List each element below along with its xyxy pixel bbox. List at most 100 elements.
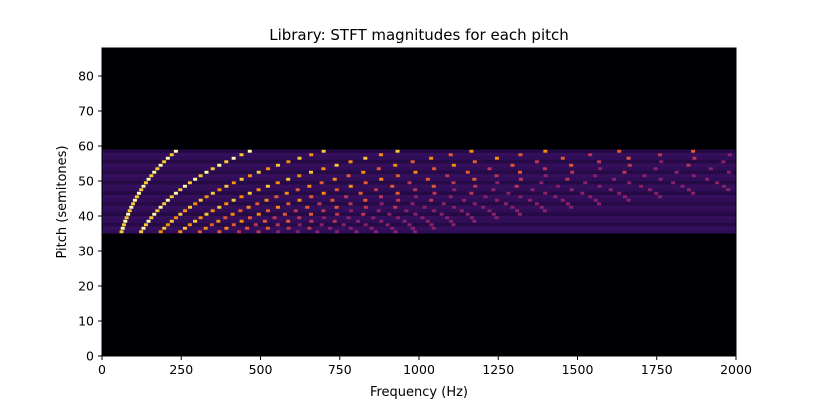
pitch-row: [102, 205, 736, 209]
harmonic-peak: [483, 195, 488, 199]
harmonic-peak: [356, 219, 361, 223]
harmonic-peak: [120, 226, 125, 230]
pitch-row: [102, 153, 736, 157]
harmonic-peak: [193, 177, 198, 181]
harmonic-peak: [518, 177, 523, 181]
harmonic-peak: [358, 191, 363, 195]
harmonic-peak: [451, 223, 456, 227]
harmonic-peak: [143, 181, 148, 185]
pitch-row: [102, 209, 736, 213]
x-tick-label: 1500: [562, 362, 594, 377]
harmonic-peak: [169, 219, 174, 223]
harmonic-peak: [369, 226, 374, 230]
harmonic-peak: [726, 170, 731, 174]
plot-area: [101, 47, 737, 357]
harmonic-peak: [173, 191, 178, 195]
harmonic-peak: [255, 202, 260, 206]
harmonic-peak: [169, 153, 174, 157]
harmonic-peak: [321, 167, 326, 171]
harmonic-peak: [441, 202, 446, 206]
harmonic-peak: [341, 223, 346, 227]
harmonic-peak: [449, 219, 454, 223]
harmonic-peak: [335, 212, 340, 216]
harmonic-peak: [560, 156, 565, 160]
harmonic-peak: [198, 174, 203, 178]
harmonic-peak: [431, 226, 436, 230]
harmonic-peak: [321, 209, 326, 213]
harmonic-peak: [309, 153, 314, 157]
harmonic-peak: [297, 174, 302, 178]
harmonic-peak: [178, 230, 183, 234]
harmonic-peak: [363, 198, 368, 202]
harmonic-peak: [583, 181, 588, 185]
harmonic-peak: [146, 177, 151, 181]
harmonic-peak: [692, 156, 697, 160]
harmonic-peak: [439, 212, 444, 216]
harmonic-peak: [346, 216, 351, 220]
pitch-row: [102, 195, 736, 199]
harmonic-peak: [256, 212, 261, 216]
harmonic-peak: [123, 219, 128, 223]
harmonic-peak: [390, 184, 395, 188]
harmonic-peak: [553, 195, 558, 199]
harmonic-peak: [210, 167, 215, 171]
harmonic-peak: [332, 177, 337, 181]
harmonic-peak: [126, 212, 131, 216]
harmonic-peak: [543, 174, 548, 178]
harmonic-peak: [487, 167, 492, 171]
y-tick-label: 0: [86, 349, 94, 364]
harmonic-peak: [565, 202, 570, 206]
harmonic-peak: [530, 188, 535, 192]
harmonic-peak: [139, 230, 144, 234]
harmonic-peak: [727, 153, 732, 157]
harmonic-peak: [687, 188, 692, 192]
harmonic-peak: [307, 226, 312, 230]
harmonic-peak: [425, 177, 430, 181]
harmonic-peak: [402, 219, 407, 223]
y-axis-label: Pitch (semitones): [55, 145, 70, 258]
harmonic-peak: [256, 188, 261, 192]
y-tick-label: 70: [78, 104, 94, 119]
harmonic-peak: [349, 209, 354, 213]
harmonic-peak: [198, 216, 203, 220]
x-axis: 0 250 500 750 1000 1250 1500 1750 2000: [98, 356, 752, 377]
harmonic-peak: [569, 163, 574, 167]
harmonic-peak: [411, 226, 416, 230]
pitch-row: [102, 184, 736, 188]
x-tick-label: 1000: [403, 362, 435, 377]
harmonic-peak: [597, 202, 602, 206]
harmonic-peak: [378, 195, 383, 199]
harmonic-peak: [510, 163, 515, 167]
pitch-row: [102, 188, 736, 192]
harmonic-peak: [494, 174, 499, 178]
harmonic-peak: [395, 174, 400, 178]
harmonic-peak: [253, 223, 258, 227]
harmonic-peak: [332, 219, 337, 223]
harmonic-peak: [407, 223, 412, 227]
harmonic-peak: [518, 153, 523, 157]
harmonic-peak: [722, 184, 727, 188]
harmonic-peak: [139, 188, 144, 192]
harmonic-peak: [158, 205, 163, 209]
harmonic-peak: [275, 223, 280, 227]
harmonic-peak: [570, 170, 575, 174]
harmonic-peak: [197, 230, 202, 234]
harmonic-peak: [517, 170, 522, 174]
harmonic-peak: [178, 188, 183, 192]
harmonic-peak: [348, 184, 353, 188]
harmonic-peak: [155, 167, 160, 171]
harmonic-peak: [127, 209, 132, 213]
harmonic-peak: [121, 223, 126, 227]
harmonic-peak: [217, 230, 222, 234]
harmonic-peak: [432, 191, 437, 195]
harmonic-peak: [657, 153, 662, 157]
harmonic-peak: [193, 202, 198, 206]
harmonic-peak: [491, 188, 496, 192]
harmonic-peak: [691, 149, 696, 153]
harmonic-peak: [149, 216, 154, 220]
harmonic-peak: [328, 226, 333, 230]
harmonic-peak: [407, 181, 412, 185]
harmonic-peak: [178, 212, 183, 216]
harmonic-peak: [134, 195, 139, 199]
y-tick-label: 30: [78, 244, 94, 259]
